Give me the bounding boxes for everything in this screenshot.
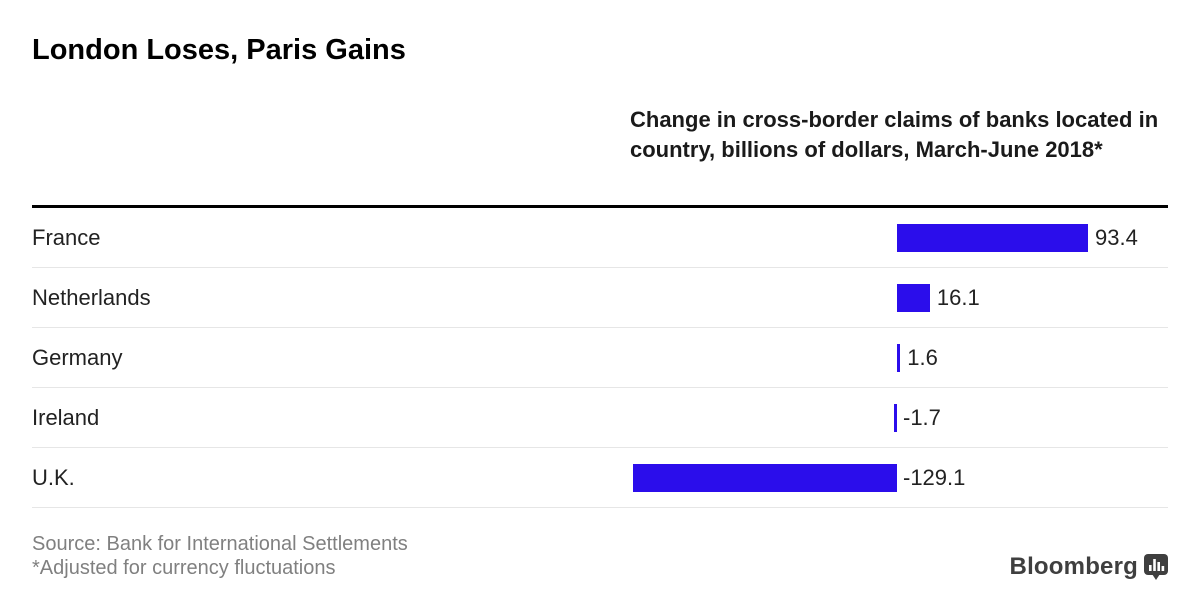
chart-subtitle: Change in cross-border claims of banks l… xyxy=(630,107,1159,162)
row-label: Ireland xyxy=(32,405,100,430)
chart-row: France 93.4 xyxy=(32,208,1168,268)
bloomberg-logo: Bloomberg xyxy=(1010,553,1168,581)
value-label: -129.1 xyxy=(903,465,966,490)
bar-chart-bubble-icon xyxy=(1144,553,1168,580)
chart-row: Netherlands 16.1 xyxy=(32,268,1168,328)
chart-row: U.K. -129.1 xyxy=(32,448,1168,508)
row-label: U.K. xyxy=(32,465,75,490)
bar xyxy=(897,283,930,312)
value-label: 93.4 xyxy=(1095,225,1138,250)
bar-chart: France 93.4 Netherlands 16.1 Germany 1.6 Irela… xyxy=(32,205,1168,508)
bar xyxy=(632,463,897,492)
chart-row: Germany 1.6 xyxy=(32,328,1168,388)
value-label: 16.1 xyxy=(936,285,980,310)
chart-title: London Loses, Paris Gains xyxy=(32,34,406,66)
row-label: Germany xyxy=(32,345,123,370)
chart-row: Ireland -1.7 xyxy=(32,388,1168,448)
bar xyxy=(897,223,1088,252)
row-label: France xyxy=(32,225,101,250)
source-text: Source: Bank for International Settlemen… xyxy=(32,533,408,555)
footnote-text: *Adjusted for currency fluctuations xyxy=(32,557,336,579)
source-block: Source: Bank for International Settlemen… xyxy=(32,532,408,580)
value-label: 1.6 xyxy=(907,345,938,370)
row-label: Netherlands xyxy=(32,285,151,310)
bloomberg-logo-text: Bloomberg xyxy=(1009,553,1138,580)
bar xyxy=(893,403,897,432)
value-label: -1.7 xyxy=(903,405,941,430)
bar xyxy=(897,343,901,372)
